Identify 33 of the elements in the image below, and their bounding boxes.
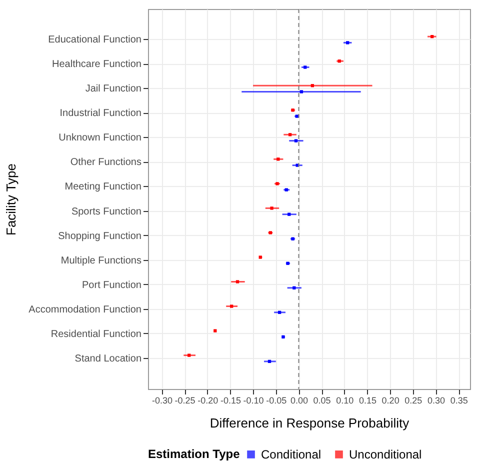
y-tick-label: Residential Function bbox=[50, 328, 142, 340]
x-tick-label: 0.20 bbox=[382, 396, 400, 406]
x-tick-label: -0.15 bbox=[220, 396, 241, 406]
y-tick-label: Other Functions bbox=[70, 157, 142, 168]
x-axis-title: Difference in Response Probability bbox=[210, 416, 410, 430]
x-tick-label: 0.05 bbox=[313, 396, 331, 406]
y-tick-label: Meeting Function bbox=[64, 182, 142, 193]
x-tick-label: 0.25 bbox=[404, 396, 422, 406]
x-tick-label: 0.35 bbox=[450, 396, 468, 406]
x-tick-label: -0.10 bbox=[243, 396, 264, 406]
legend-title: Estimation Type bbox=[148, 447, 240, 461]
y-tick-label: Jail Function bbox=[85, 84, 142, 95]
y-tick-label: Multiple Functions bbox=[60, 255, 142, 266]
y-axis-title: Facility Type bbox=[4, 163, 19, 236]
y-tick-label: Accommodation Function bbox=[28, 304, 142, 316]
y-tick-label: Educational Function bbox=[48, 34, 142, 46]
x-tick-label: 0.00 bbox=[290, 396, 308, 406]
x-tick-label: -0.30 bbox=[152, 396, 172, 406]
y-tick-label: Shopping Function bbox=[58, 230, 142, 242]
y-tick-label: Unknown Function bbox=[58, 132, 142, 144]
y-tick-label: Port Function bbox=[82, 280, 142, 291]
x-tick-label: 0.10 bbox=[336, 396, 354, 406]
y-tick-label: Industrial Function bbox=[60, 108, 142, 120]
y-tick-label: Healthcare Function bbox=[52, 59, 142, 70]
y-tick-label: Stand Location bbox=[74, 353, 142, 364]
x-tick-label: -0.25 bbox=[174, 396, 196, 406]
legend-label: Conditional bbox=[261, 447, 322, 462]
x-tick-label: 0.30 bbox=[427, 396, 446, 406]
legend-label: Unconditional bbox=[349, 447, 422, 462]
x-tick-label: -0.05 bbox=[266, 396, 287, 406]
x-tick-label: -0.20 bbox=[198, 396, 218, 406]
x-tick-label: 0.15 bbox=[358, 396, 376, 406]
y-tick-label: Sports Function bbox=[71, 206, 142, 218]
